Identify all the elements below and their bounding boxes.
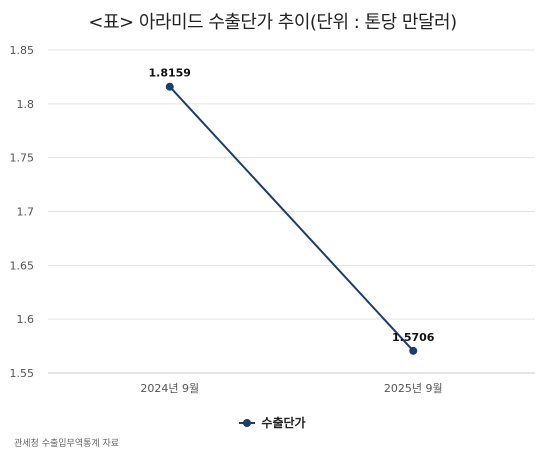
data-labels: 1.8159 1.5706 — [149, 67, 435, 344]
chart-title: <표> 아라미드 수출단가 추이(단위 : 톤당 만달러) — [88, 12, 457, 33]
y-tick-label: 1.8 — [17, 98, 35, 111]
y-tick-label: 1.75 — [10, 152, 35, 165]
legend-label: 수출단가 — [261, 416, 306, 430]
source-note: 관세청 수출입무역통계 자료 — [14, 439, 120, 449]
data-label: 1.5706 — [392, 331, 435, 344]
y-axis-ticks: 1.55 1.6 1.65 1.7 1.75 1.8 1.85 — [10, 44, 35, 380]
y-tick-label: 1.65 — [10, 259, 35, 272]
data-point[interactable] — [409, 346, 418, 355]
series-layer — [165, 82, 418, 355]
legend[interactable]: 수출단가 — [0, 414, 545, 431]
series-line — [169, 86, 414, 352]
x-tick-label: 2025년 9월 — [384, 382, 443, 395]
legend-swatch — [239, 418, 256, 428]
x-axis-ticks: 2024년 9월 2025년 9월 — [140, 382, 442, 395]
data-point[interactable] — [165, 82, 174, 91]
y-tick-label: 1.7 — [17, 206, 35, 219]
legend-marker — [243, 418, 252, 427]
y-tick-label: 1.6 — [17, 313, 35, 326]
y-tick-label: 1.55 — [10, 367, 35, 380]
data-label: 1.8159 — [149, 67, 191, 80]
x-tick-label: 2024년 9월 — [140, 382, 199, 395]
y-tick-label: 1.85 — [10, 44, 35, 57]
grid-lines — [48, 49, 535, 374]
